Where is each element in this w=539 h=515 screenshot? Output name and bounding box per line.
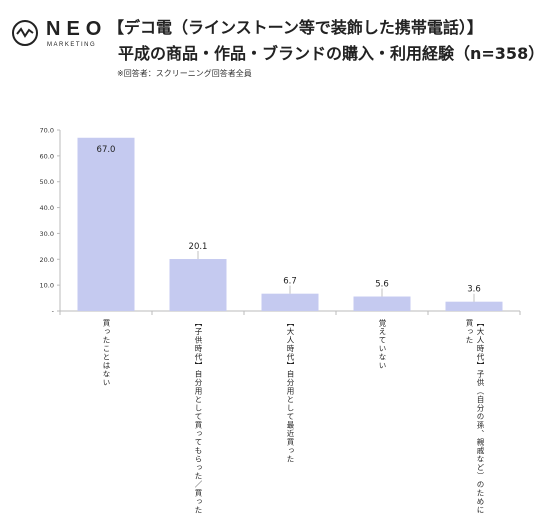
neo-marketing-logo: NEO MARKETING xyxy=(12,18,122,58)
y-tick-label: 60.0 xyxy=(40,152,54,160)
logo-text: NEO xyxy=(46,18,108,40)
bar-chart: - 10.0 20.0 30.0 40.0 50.0 60.0 70.0 67.0 20.1 6.7… xyxy=(40,127,521,316)
bar xyxy=(261,293,319,311)
chart-title-line-2: 平成の商品・作品・ブランドの購入・利用経験（n=358） xyxy=(118,44,539,63)
bar xyxy=(77,137,135,311)
x-tick-label: 買ったことはない xyxy=(102,319,111,387)
y-tick-label: 30.0 xyxy=(40,230,54,238)
bar xyxy=(353,296,411,311)
data-label: 5.6 xyxy=(375,280,389,290)
y-tick-label: 50.0 xyxy=(40,178,54,186)
y-tick-label: 20.0 xyxy=(40,256,54,264)
x-tick-label: 【大人時代】自分用として最近買った xyxy=(286,319,295,464)
x-tick-label: 【大人時代】子供（自分の孫、親戚など）のために 買った xyxy=(465,319,485,515)
y-tick-label: 40.0 xyxy=(40,204,54,212)
logo-subtext: MARKETING xyxy=(47,42,97,48)
data-label: 6.7 xyxy=(283,277,297,287)
data-label: 67.0 xyxy=(97,145,116,155)
chart-title-line-1: 【デコ電（ラインストーン等で装飾した携帯電話）】 xyxy=(108,18,483,37)
logo-mark-icon xyxy=(12,20,38,46)
x-tick-label: 【子供時代】自分用として買ってもらった／買った xyxy=(194,319,203,515)
data-label: 3.6 xyxy=(467,285,481,295)
y-tick-label: 10.0 xyxy=(40,282,54,290)
respondent-note: ※回答者：スクリーニング回答者全員 xyxy=(117,69,252,78)
x-tick-label: 覚えていない xyxy=(378,319,387,370)
bar xyxy=(445,301,503,311)
y-tick-label: 70.0 xyxy=(40,127,54,135)
bar xyxy=(169,259,227,311)
y-tick-label: - xyxy=(52,308,55,316)
data-label: 20.1 xyxy=(189,242,208,252)
